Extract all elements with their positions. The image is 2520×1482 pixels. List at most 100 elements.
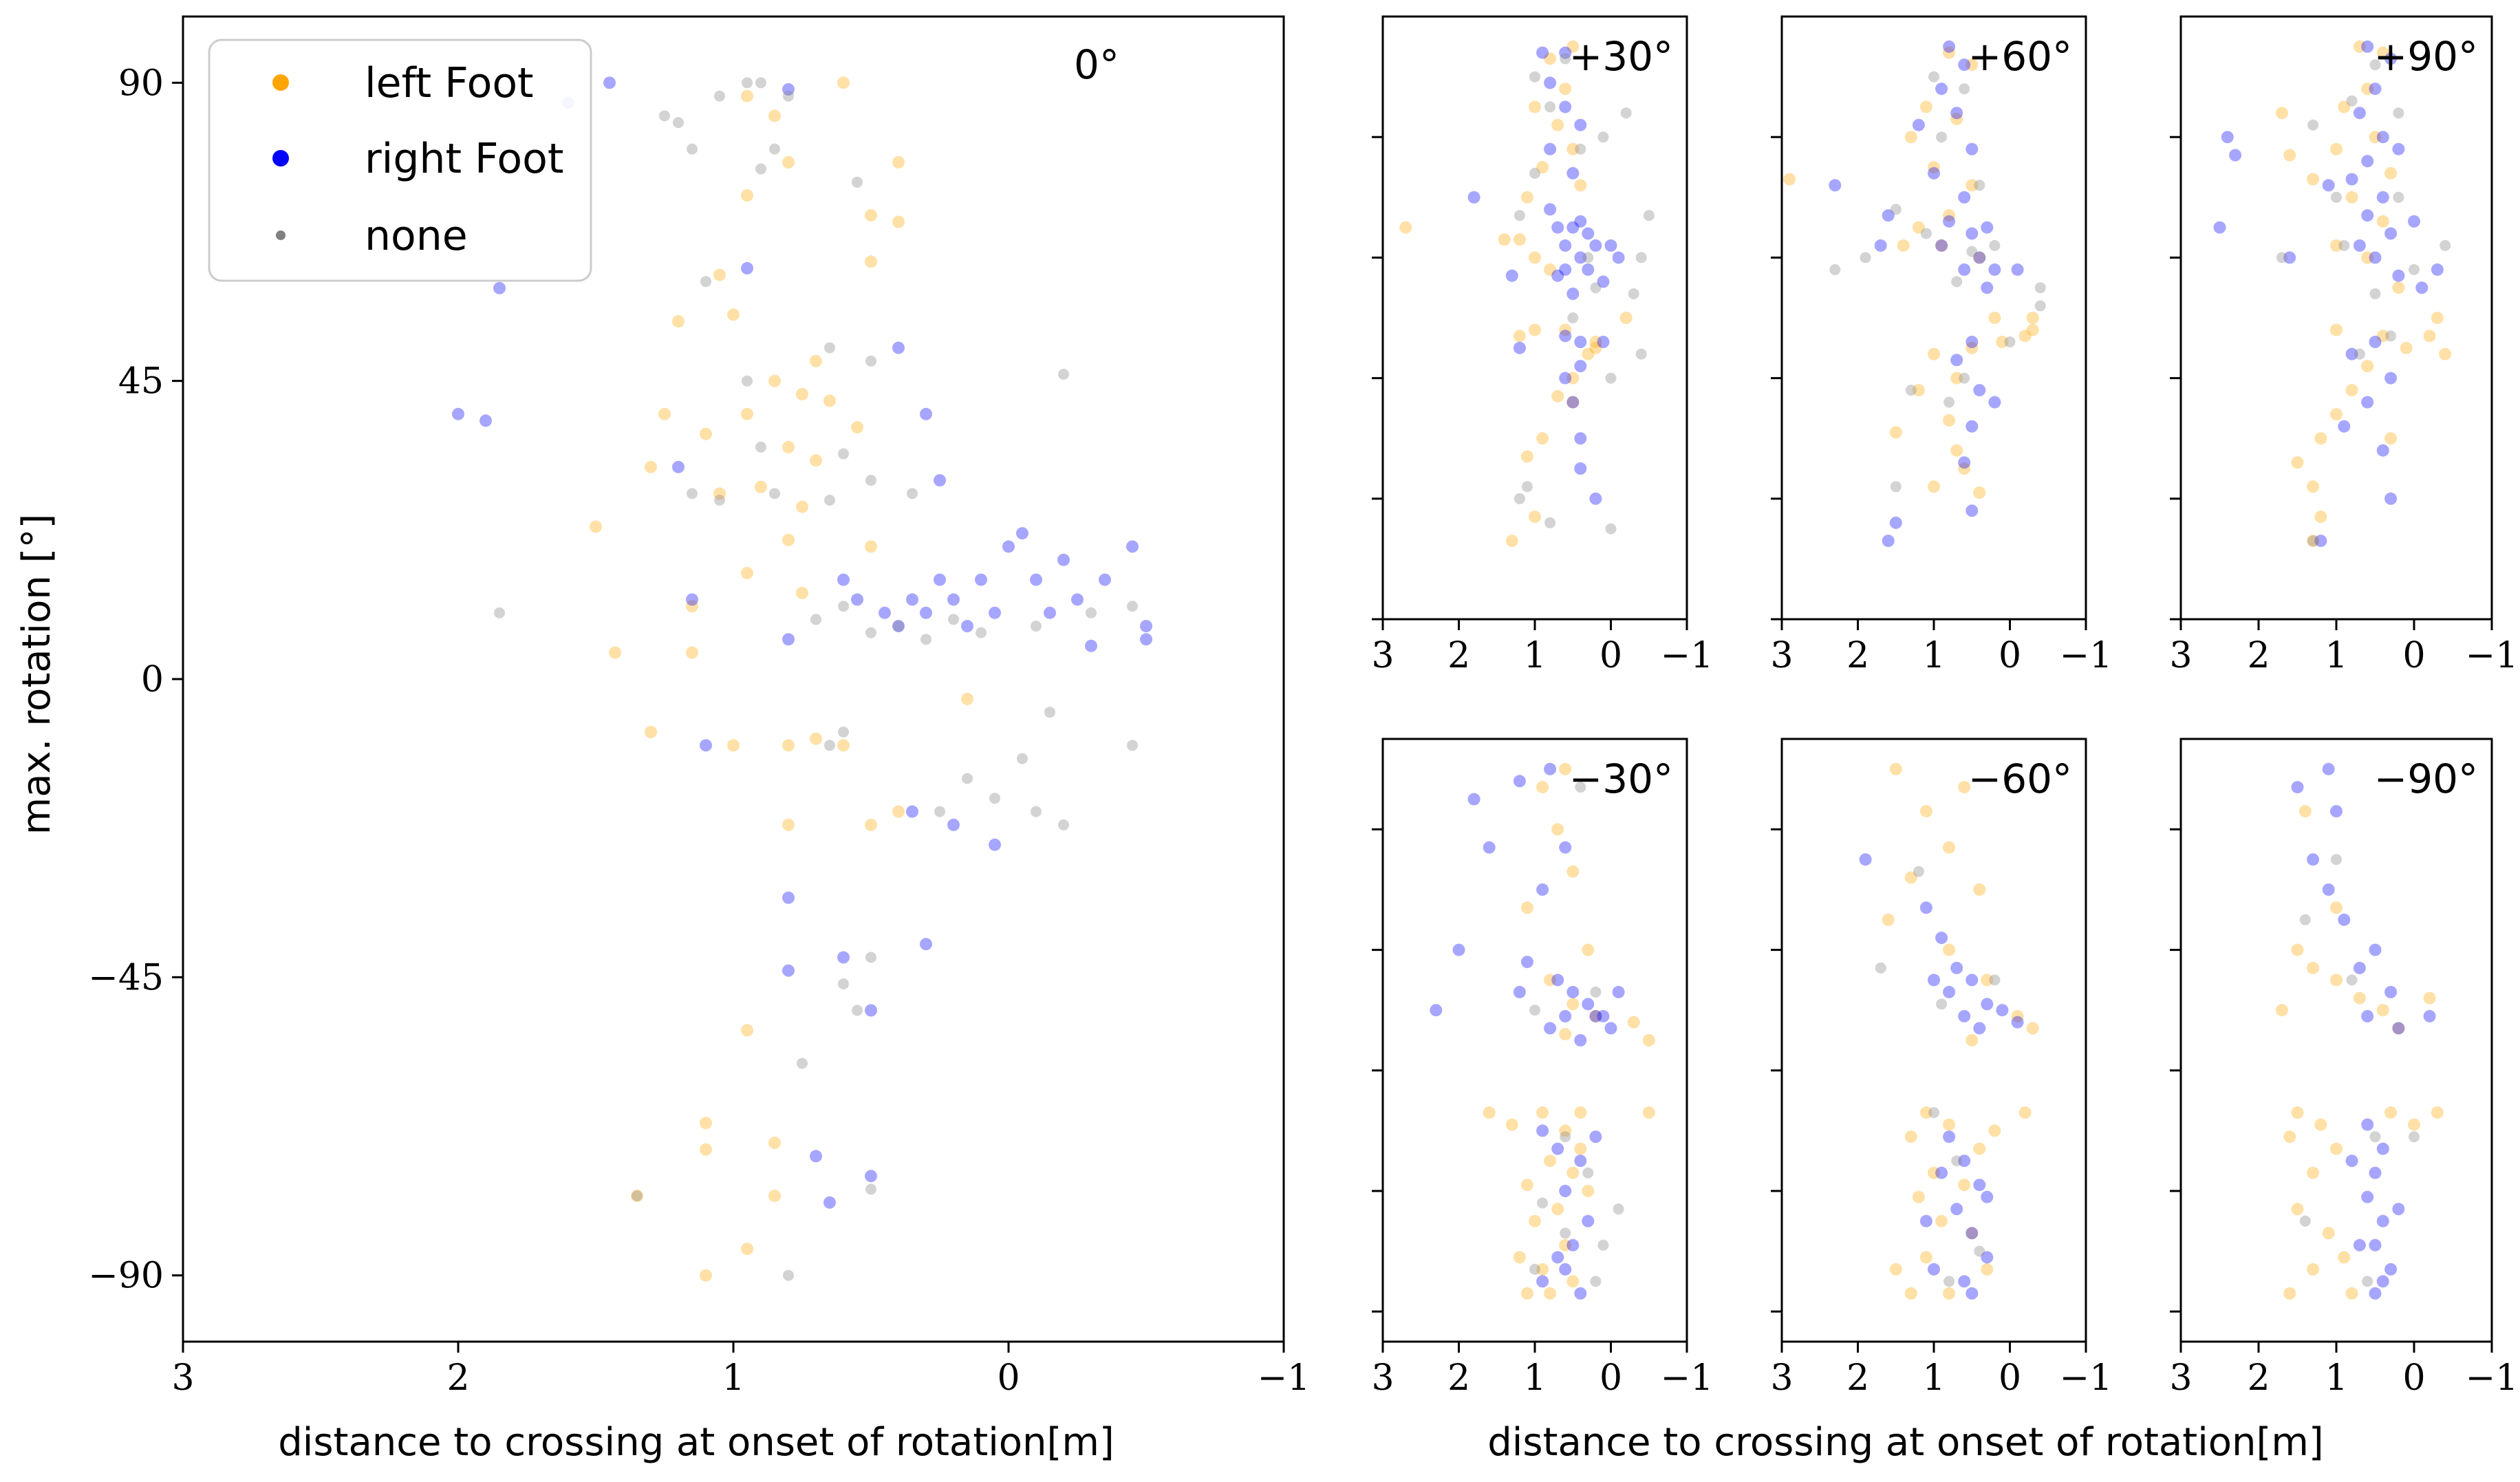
point-left-foot (1958, 1179, 1971, 1192)
point-none (838, 448, 849, 460)
panel-plus-30-deg: 3 2 1 0 −1 +30° (1371, 15, 1713, 676)
point-right-foot (2369, 83, 2382, 96)
point-left-foot (837, 739, 850, 752)
point-left-foot (1950, 112, 1963, 125)
point-none (1017, 753, 1028, 764)
point-none (783, 1269, 794, 1281)
point-left-foot (1536, 781, 1549, 794)
point-none (976, 627, 987, 638)
point-right-foot (1574, 251, 1587, 264)
x-tick-label: 2 (2247, 1357, 2270, 1399)
panel-plus-60-deg-marks (1783, 40, 2046, 548)
panel-plus-60-deg-title: +60° (1968, 33, 2072, 80)
point-right-foot (1559, 100, 1572, 114)
point-left-foot (2376, 215, 2389, 228)
point-right-foot (2314, 535, 2327, 548)
point-left-foot (2275, 107, 2288, 120)
point-left-foot (782, 440, 795, 453)
point-right-foot (2369, 1287, 2382, 1300)
point-none (755, 163, 766, 175)
point-right-foot (906, 593, 918, 606)
point-left-foot (2431, 1106, 2444, 1119)
point-right-foot (2369, 1166, 2382, 1179)
x-tick-label: −1 (2060, 635, 2113, 676)
point-left-foot (782, 533, 795, 546)
point-left-foot (645, 460, 657, 473)
point-left-foot (1919, 100, 1932, 114)
point-left-foot (2307, 480, 2320, 493)
point-right-foot (1559, 841, 1572, 854)
point-none (769, 488, 780, 500)
point-right-foot (823, 1196, 836, 1209)
point-left-foot (837, 76, 850, 89)
point-none (865, 952, 876, 963)
point-left-foot (741, 407, 753, 420)
point-left-foot (1943, 46, 1956, 59)
point-left-foot (1928, 480, 1940, 493)
point-left-foot (727, 308, 740, 321)
point-left-foot (1520, 1287, 1533, 1300)
point-right-foot (1566, 1238, 1580, 1252)
point-left-foot (1973, 1142, 1986, 1155)
point-right-foot (2376, 1142, 2389, 1155)
point-left-foot (768, 374, 781, 387)
point-left-foot (1574, 1106, 1587, 1119)
point-right-foot (1966, 227, 1979, 240)
point-none (920, 634, 931, 645)
point-right-foot (1973, 1179, 1986, 1192)
point-none (2004, 336, 2016, 347)
point-none (687, 143, 698, 155)
point-left-foot (1589, 336, 1602, 348)
x-tick-label: 3 (171, 1357, 194, 1399)
panel-minus-30-deg-frame (1381, 738, 1688, 1343)
point-right-foot (1981, 1251, 1994, 1264)
point-none (2331, 854, 2342, 866)
point-none (2034, 300, 2046, 312)
point-right-foot (1582, 998, 1595, 1011)
x-tick-label: 3 (2169, 635, 2192, 676)
point-none (1875, 962, 1886, 974)
point-right-foot (1988, 263, 2001, 276)
point-right-foot (1943, 215, 1956, 228)
point-left-foot (782, 818, 795, 831)
point-left-foot (1912, 384, 1925, 397)
point-left-foot (2384, 432, 2398, 445)
point-right-foot (837, 573, 850, 586)
point-none (1989, 974, 2001, 986)
point-left-foot (2376, 330, 2389, 343)
point-none (2369, 1131, 2381, 1143)
point-left-foot (2307, 961, 2320, 974)
point-right-foot (2353, 239, 2366, 252)
point-left-foot (1889, 426, 1902, 439)
panel-minus-90-deg-title: −90° (2374, 755, 2478, 802)
panel-minus-60-deg-title: −60° (1968, 755, 2072, 802)
point-right-foot (989, 838, 1001, 851)
point-right-foot (1882, 209, 1895, 222)
panel-minus-30-deg: 3 2 1 0 −1 −30° (1371, 738, 1713, 1399)
point-none (783, 90, 794, 102)
point-left-foot (1544, 52, 1557, 65)
point-none (1860, 252, 1871, 264)
point-left-foot (1966, 1227, 1979, 1240)
point-right-foot (1452, 943, 1465, 956)
point-right-foot (2338, 420, 2351, 433)
point-left-foot (1627, 1016, 1640, 1029)
point-none (700, 276, 711, 288)
point-right-foot (1943, 40, 1956, 53)
point-right-foot (1559, 1185, 1572, 1197)
x-tick-label: 0 (997, 1357, 1020, 1399)
point-none (1966, 246, 1978, 257)
point-left-foot (2423, 991, 2436, 1005)
point-none (2369, 59, 2381, 71)
point-left-foot (2330, 1142, 2343, 1155)
point-none (1529, 71, 1540, 83)
point-left-foot (2291, 943, 2304, 956)
point-right-foot (2353, 107, 2366, 120)
point-left-foot (1642, 1106, 1655, 1119)
point-none (1628, 288, 1639, 299)
legend-left-foot-marker (272, 74, 289, 91)
point-left-foot (2345, 384, 2358, 397)
point-right-foot (1928, 974, 1940, 987)
point-left-foot (2307, 1263, 2320, 1276)
point-left-foot (1904, 871, 1917, 884)
